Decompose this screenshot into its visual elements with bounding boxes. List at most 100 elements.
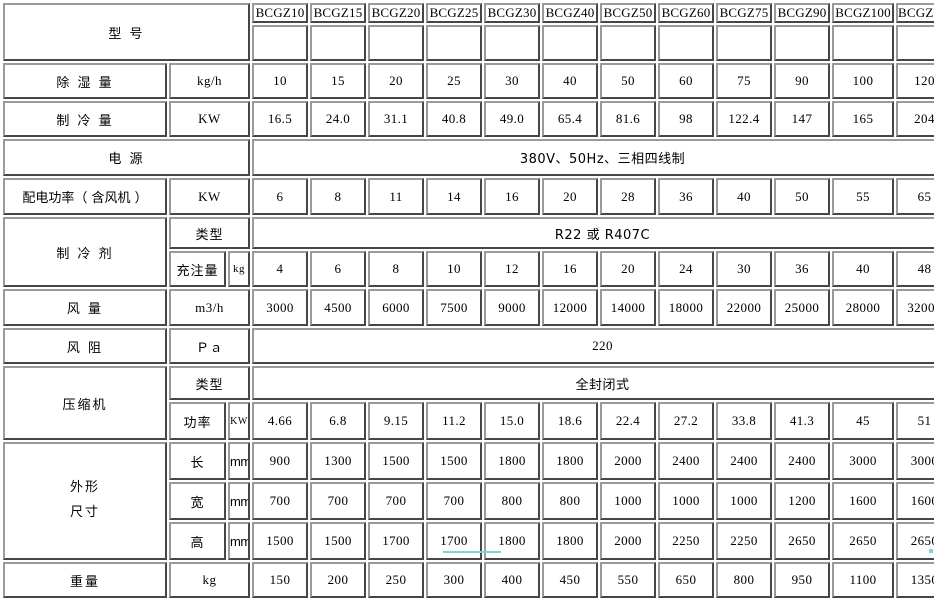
cell-comppower-2: 9.15 [368, 402, 424, 440]
cell-distpower-3: 14 [426, 178, 482, 215]
cell-dehumidification-9: 90 [774, 63, 830, 99]
cell-length-8: 2400 [716, 442, 772, 480]
cell-width-10: 1600 [832, 482, 894, 520]
row-unit-compressor-power: KW [228, 402, 250, 440]
cell-refcharge-0: 4 [252, 251, 308, 287]
cell-length-6: 2000 [600, 442, 656, 480]
row-sublabel-refrigerant-charge: 充注量 [169, 251, 226, 287]
spacer-cell-1 [310, 25, 366, 61]
model-header-0: BCGZ10 [252, 3, 308, 23]
cell-comppower-11: 51 [896, 402, 934, 440]
cell-dehumidification-2: 20 [368, 63, 424, 99]
row-label-distribution-power: 配电功率（ 含风机 ） [3, 178, 167, 215]
cell-airvolume-0: 3000 [252, 289, 308, 326]
row-label-refrigerant: 制 冷 剂 [3, 217, 167, 287]
row-unit-length: mm [228, 442, 250, 480]
cell-width-6: 1000 [600, 482, 656, 520]
cell-comppower-7: 27.2 [658, 402, 714, 440]
row-label-outline-dimensions: 外形 尺寸 [3, 442, 167, 560]
cell-refcharge-10: 40 [832, 251, 894, 287]
cell-dehumidification-7: 60 [658, 63, 714, 99]
cell-width-2: 700 [368, 482, 424, 520]
cell-weight-1: 200 [310, 562, 366, 598]
table-row-power-supply: 电 源 380V、50Hz、三相四线制 [3, 139, 934, 176]
cell-distpower-0: 6 [252, 178, 308, 215]
table-row-dimension-length: 外形 尺寸 长 mm 900 1300 1500 1500 1800 1800 2… [3, 442, 934, 560]
cell-length-2: 1500 [368, 442, 424, 480]
spacer-cell-2 [368, 25, 424, 61]
cell-width-7: 1000 [658, 482, 714, 520]
spacer-cell-5 [542, 25, 598, 61]
cell-dehumidification-0: 10 [252, 63, 308, 99]
cell-comppower-1: 6.8 [310, 402, 366, 440]
cell-distpower-2: 11 [368, 178, 424, 215]
cell-airvolume-5: 12000 [542, 289, 598, 326]
cell-length-10: 3000 [832, 442, 894, 480]
model-header-5: BCGZ40 [542, 3, 598, 23]
model-header-6: BCGZ50 [600, 3, 656, 23]
model-header-3: BCGZ25 [426, 3, 482, 23]
cell-height-10: 2650 [832, 522, 894, 560]
table-row-refrigerant-type: 制 冷 剂 类型 R22 或 R407C [3, 217, 934, 287]
table-row-air-volume: 风 量 m3/h 3000 4500 6000 7500 9000 12000 … [3, 289, 934, 326]
cell-weight-11: 1350 [896, 562, 934, 598]
model-header-10: BCGZ100 [832, 3, 894, 23]
cell-weight-3: 300 [426, 562, 482, 598]
cell-weight-4: 400 [484, 562, 540, 598]
cell-height-1: 1500 [310, 522, 366, 560]
cell-refcharge-4: 12 [484, 251, 540, 287]
cell-distpower-4: 16 [484, 178, 540, 215]
cell-dehumidification-3: 25 [426, 63, 482, 99]
cell-length-3: 1500 [426, 442, 482, 480]
cell-cooling-2: 31.1 [368, 101, 424, 137]
row-label-air-resistance: 风 阻 [3, 328, 167, 364]
cell-dehumidification-5: 40 [542, 63, 598, 99]
cell-refcharge-11: 48 [896, 251, 934, 287]
cell-weight-10: 1100 [832, 562, 894, 598]
spacer-cell-8 [716, 25, 772, 61]
cell-width-3: 700 [426, 482, 482, 520]
cell-comppower-0: 4.66 [252, 402, 308, 440]
model-header-9: BCGZ90 [774, 3, 830, 23]
cell-dehumidification-6: 50 [600, 63, 656, 99]
spacer-cell-9 [774, 25, 830, 61]
table-row-compressor-type: 压缩机 类型 全封闭式 [3, 366, 934, 440]
row-unit-refrigerant-charge: kg [228, 251, 250, 287]
cell-cooling-8: 122.4 [716, 101, 772, 137]
cell-cooling-9: 147 [774, 101, 830, 137]
cell-distpower-11: 65 [896, 178, 934, 215]
cell-height-3: 1700 [426, 522, 482, 560]
cell-airvolume-3: 7500 [426, 289, 482, 326]
cell-height-7: 2250 [658, 522, 714, 560]
cell-width-1: 700 [310, 482, 366, 520]
cell-cooling-1: 24.0 [310, 101, 366, 137]
cell-power-supply-value: 380V、50Hz、三相四线制 [252, 139, 934, 176]
cell-refcharge-9: 36 [774, 251, 830, 287]
cell-dehumidification-4: 30 [484, 63, 540, 99]
table-row-model-header: 型 号 BCGZ10 BCGZ15 BCGZ20 BCGZ25 BCGZ30 B… [3, 3, 934, 61]
cell-dehumidification-10: 100 [832, 63, 894, 99]
cell-height-11: 2650 [896, 522, 934, 560]
model-header-2: BCGZ20 [368, 3, 424, 23]
cell-cooling-10: 165 [832, 101, 894, 137]
cell-comppower-6: 22.4 [600, 402, 656, 440]
table-row-compressor-power: 功率 KW 4.66 6.8 9.15 11.2 15.0 18.6 22.4 … [3, 402, 934, 440]
cell-airvolume-8: 22000 [716, 289, 772, 326]
cell-airvolume-6: 14000 [600, 289, 656, 326]
cell-length-9: 2400 [774, 442, 830, 480]
cell-length-5: 1800 [542, 442, 598, 480]
cell-comppower-4: 15.0 [484, 402, 540, 440]
model-header-4: BCGZ30 [484, 3, 540, 23]
cell-airvolume-2: 6000 [368, 289, 424, 326]
cell-width-0: 700 [252, 482, 308, 520]
cell-refcharge-5: 16 [542, 251, 598, 287]
cell-cooling-5: 65.4 [542, 101, 598, 137]
model-header-1: BCGZ15 [310, 3, 366, 23]
cell-dehumidification-1: 15 [310, 63, 366, 99]
row-unit-distribution-power: KW [169, 178, 250, 215]
model-header-8: BCGZ75 [716, 3, 772, 23]
row-sublabel-height: 高 [169, 522, 226, 560]
cell-cooling-3: 40.8 [426, 101, 482, 137]
outline-label-line2: 尺寸 [69, 505, 100, 520]
